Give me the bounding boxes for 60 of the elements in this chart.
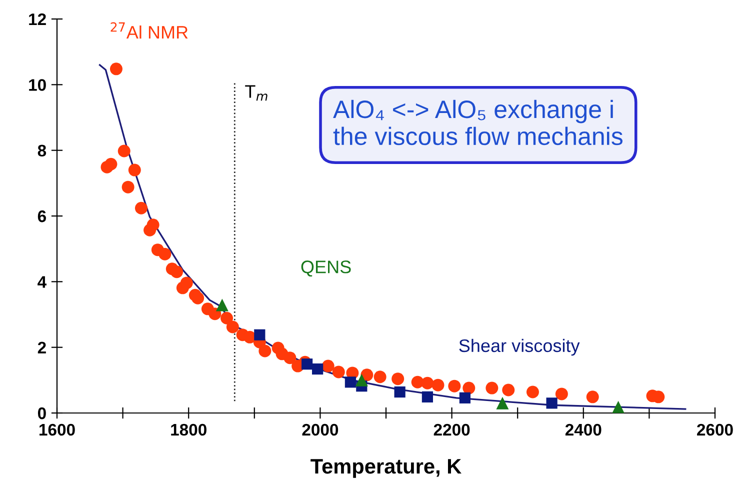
x-axis-title: Temperature, K	[310, 459, 462, 478]
point	[170, 266, 184, 278]
point	[421, 376, 434, 390]
point	[332, 366, 345, 378]
point	[312, 363, 324, 375]
point	[355, 374, 368, 386]
point	[422, 391, 434, 402]
point	[394, 386, 406, 398]
y-tick-label: 12	[29, 13, 46, 26]
point	[254, 329, 266, 340]
point	[432, 378, 444, 392]
point	[146, 218, 160, 232]
point	[216, 298, 228, 312]
point	[496, 396, 509, 410]
point	[502, 384, 515, 396]
y-tick-label: 10	[29, 79, 46, 91]
point	[118, 144, 130, 158]
point	[448, 380, 461, 392]
point	[301, 358, 313, 370]
point	[180, 276, 193, 290]
point	[344, 376, 356, 388]
x-tick-label: 2200	[434, 424, 470, 436]
point	[392, 372, 404, 386]
point	[122, 180, 134, 194]
point	[555, 388, 568, 400]
x-tick-label: 2600	[697, 424, 733, 436]
y-tick-label: 2	[38, 342, 46, 354]
x-tick-label: 1800	[171, 424, 206, 436]
point	[128, 164, 141, 176]
x-tick-label: 1600	[40, 424, 75, 436]
point	[486, 382, 498, 394]
point	[192, 292, 204, 304]
point	[586, 390, 599, 404]
point	[208, 308, 222, 320]
point	[546, 398, 558, 409]
point	[322, 360, 334, 372]
point	[374, 370, 386, 384]
point	[220, 312, 234, 324]
y-tick-label: 0	[38, 407, 46, 420]
point	[462, 382, 476, 394]
y-tick-label: 6	[38, 210, 46, 222]
series-label: $^{27}$Al NMR	[110, 22, 188, 39]
point	[526, 386, 539, 398]
point	[258, 344, 272, 358]
x-tick-label: 2000	[302, 424, 338, 436]
point	[134, 202, 148, 214]
point	[158, 248, 172, 260]
x-tick-label: 2400	[565, 424, 602, 436]
text: Shear viscosity	[459, 338, 580, 356]
y-tick-label: 8	[38, 144, 46, 157]
point	[226, 320, 239, 334]
point	[612, 400, 625, 413]
annotation: AlO₄ <-> AlO₅ exchange i the viscous flow mechanis	[333, 100, 623, 146]
point	[459, 392, 471, 404]
point	[100, 160, 114, 174]
point	[284, 352, 296, 364]
ref-line-label: T$_{m}$	[245, 85, 268, 101]
point	[110, 62, 122, 76]
text: QENS	[301, 260, 351, 277]
y-tick-label: 4	[38, 276, 46, 288]
